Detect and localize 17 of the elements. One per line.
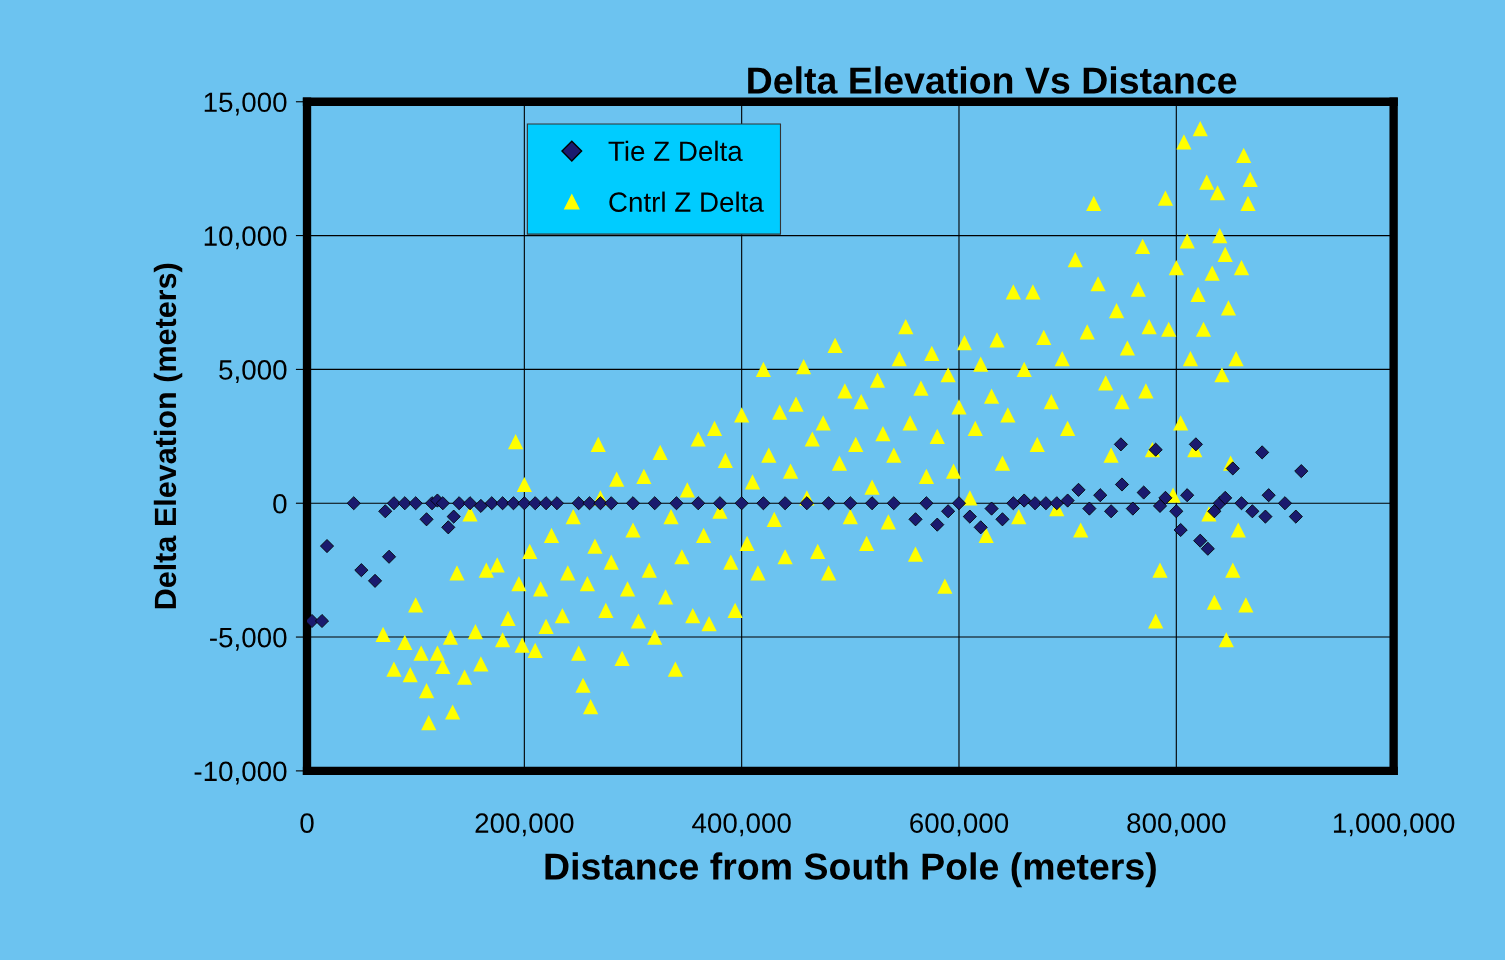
legend-label: Cntrl Z Delta	[609, 191, 764, 212]
x-tick-label: 400,000	[692, 813, 791, 837]
y-tick-label: 15,000	[204, 92, 287, 116]
y-tick-label: -10,000	[194, 761, 287, 785]
x-tick-label: 1,000,000	[1333, 813, 1455, 837]
legend-label: Tie Z Delta	[608, 140, 743, 162]
x-axis-title: Distance from South Pole (meters)	[545, 852, 1156, 888]
x-tick-label: 0	[300, 813, 314, 833]
y-axis-title: Delta Elevation (meters)	[153, 263, 183, 609]
y-tick-label: 5,000	[219, 360, 287, 384]
x-tick-label: 600,000	[910, 813, 1009, 837]
x-tick-label: 200,000	[475, 813, 574, 837]
y-tick-label: 0	[273, 493, 287, 514]
y-tick-label: 10,000	[204, 226, 287, 250]
x-tick-label: 800,000	[1127, 813, 1226, 837]
y-tick-label: -5,000	[210, 627, 287, 651]
chart-title: Delta Elevation Vs Distance	[748, 66, 1237, 94]
